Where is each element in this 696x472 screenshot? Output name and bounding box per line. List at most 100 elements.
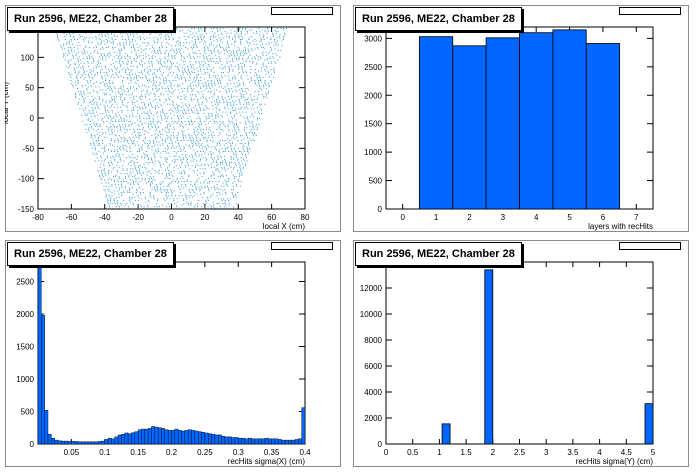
data-point: [194, 133, 196, 135]
data-point: [240, 34, 242, 36]
data-point: [165, 80, 167, 81]
data-point: [68, 59, 70, 61]
data-point: [238, 56, 240, 58]
data-point: [230, 83, 232, 85]
data-point: [211, 116, 213, 118]
data-point: [93, 143, 95, 145]
data-point: [227, 138, 229, 140]
data-point: [155, 160, 156, 162]
data-point: [184, 171, 186, 173]
data-point: [171, 190, 172, 192]
data-point: [182, 111, 184, 113]
data-point: [161, 86, 163, 88]
data-point: [100, 157, 102, 159]
data-point: [177, 168, 179, 170]
data-point: [70, 76, 72, 78]
data-point: [156, 102, 158, 104]
data-point: [159, 48, 161, 50]
data-point: [192, 84, 194, 86]
data-point: [232, 91, 234, 93]
data-point: [126, 106, 128, 108]
data-point: [125, 53, 127, 55]
data-point: [199, 121, 201, 122]
data-point: [162, 110, 163, 111]
data-point: [213, 28, 215, 29]
data-point: [239, 42, 241, 44]
data-point: [97, 64, 98, 66]
data-point: [157, 70, 158, 72]
data-point: [211, 206, 212, 208]
x-tick-label: 3: [501, 213, 506, 222]
data-point: [181, 195, 183, 197]
data-point: [246, 116, 248, 118]
data-point: [227, 43, 229, 45]
data-point: [177, 117, 179, 119]
data-point: [127, 54, 128, 56]
data-point: [234, 76, 236, 78]
data-point: [184, 151, 186, 152]
data-point: [225, 143, 227, 145]
data-point: [197, 39, 199, 40]
data-point: [183, 187, 185, 189]
data-point: [199, 127, 201, 129]
data-point: [172, 146, 174, 148]
data-point: [137, 207, 139, 209]
data-point: [194, 130, 196, 132]
data-point: [266, 32, 268, 34]
data-point: [208, 75, 210, 77]
data-point: [247, 151, 249, 152]
data-point: [98, 136, 99, 138]
data-point: [88, 42, 90, 44]
data-point: [207, 83, 209, 85]
data-point: [238, 80, 240, 81]
data-point: [206, 106, 208, 108]
data-point: [214, 75, 216, 77]
data-point: [149, 80, 151, 81]
data-point: [182, 133, 184, 135]
data-point: [240, 151, 242, 152]
data-point: [102, 133, 104, 135]
data-point: [244, 130, 245, 132]
data-point: [205, 128, 207, 130]
data-point: [228, 203, 230, 205]
data-point: [183, 42, 185, 44]
data-point: [119, 62, 121, 64]
data-point: [207, 185, 208, 187]
data-point: [228, 121, 230, 122]
data-point: [96, 102, 98, 104]
data-point: [110, 160, 112, 162]
data-point: [227, 146, 229, 148]
data-point: [201, 147, 203, 149]
data-point: [219, 29, 221, 31]
data-point: [181, 67, 183, 69]
data-point: [103, 122, 105, 124]
data-point: [165, 37, 167, 39]
data-point: [178, 207, 180, 209]
data-point: [219, 132, 221, 134]
stats-box: [271, 7, 333, 15]
data-point: [261, 39, 263, 40]
data-point: [127, 56, 129, 58]
data-point: [136, 190, 138, 192]
data-point: [235, 144, 237, 146]
data-point: [268, 75, 270, 77]
data-point: [228, 130, 230, 132]
data-point: [242, 154, 244, 156]
data-point: [256, 46, 258, 48]
data-point: [182, 73, 184, 75]
data-point: [193, 149, 195, 151]
data-point: [203, 121, 205, 122]
data-point: [202, 151, 204, 152]
data-point: [198, 116, 200, 118]
data-point: [114, 149, 116, 151]
data-point: [236, 184, 237, 186]
data-point: [141, 177, 143, 179]
data-point: [233, 54, 235, 56]
data-point: [177, 121, 179, 122]
data-point: [188, 42, 190, 44]
data-point: [96, 72, 98, 74]
data-point: [150, 113, 152, 115]
data-point: [198, 154, 200, 156]
data-point: [193, 192, 195, 193]
data-point: [203, 182, 205, 184]
